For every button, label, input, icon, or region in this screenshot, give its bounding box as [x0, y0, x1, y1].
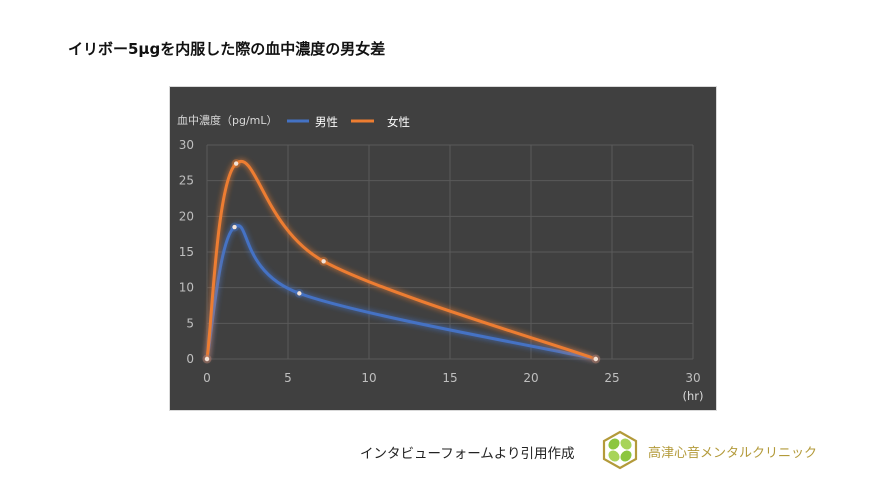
data-point	[297, 291, 302, 296]
x-axis-unit: (hr)	[683, 389, 704, 403]
series-female-line	[205, 160, 597, 361]
y-tick-label: 20	[179, 209, 194, 223]
y-axis-label: 血中濃度（pg/mL）	[177, 113, 278, 127]
data-point	[593, 356, 598, 362]
x-tick-label: 30	[685, 371, 700, 385]
chart-gridlines	[206, 144, 694, 360]
y-tick-label: 5	[186, 316, 194, 330]
y-tick-label: 10	[179, 281, 194, 295]
x-tick-label: 20	[523, 371, 538, 385]
series-male-line	[205, 224, 597, 361]
data-point	[232, 224, 237, 230]
y-tick-label: 0	[186, 352, 194, 366]
source-citation: インタビューフォームより引用作成	[360, 446, 575, 462]
clinic-name: 高津心音メンタルクリニック	[648, 446, 818, 461]
data-point	[233, 161, 239, 166]
clover-hexagon-logo-icon	[602, 430, 638, 470]
legend-male-label: 男性	[315, 115, 338, 129]
x-tick-label: 0	[203, 371, 211, 385]
line-chart: 0 5 10 15 20 25 30 0 5 10 15 20 25 30 (hr) 血中濃度（pg/m…	[177, 113, 704, 403]
legend: 男性 女性	[287, 115, 410, 129]
footer: インタビューフォームより引用作成 高津心音メンタルクリニック	[0, 430, 886, 470]
y-tick-label: 30	[179, 138, 194, 152]
data-point-markers	[202, 159, 601, 364]
chart-container: 0 5 10 15 20 25 30 0 5 10 15 20 25 30 (hr) 血中濃度（pg/m…	[169, 86, 717, 411]
legend-female-label: 女性	[387, 115, 410, 129]
x-tick-label: 10	[361, 371, 376, 385]
x-axis-ticks: 0 5 10 15 20 25 30	[203, 371, 700, 385]
data-point	[321, 259, 326, 264]
y-tick-label: 15	[179, 245, 194, 259]
data-point	[204, 356, 210, 362]
x-tick-label: 5	[284, 371, 292, 385]
x-tick-label: 25	[604, 371, 619, 385]
page-title: イリボー5μgを内服した際の血中濃度の男女差	[68, 40, 386, 58]
x-tick-label: 15	[442, 371, 457, 385]
y-axis-ticks: 0 5 10 15 20 25 30	[179, 138, 194, 366]
y-tick-label: 25	[179, 174, 194, 188]
